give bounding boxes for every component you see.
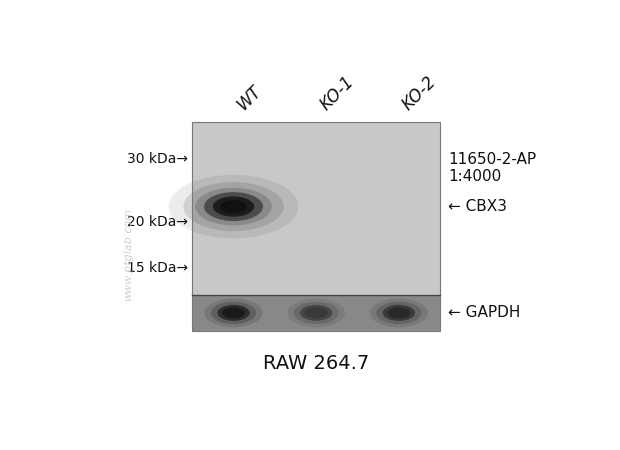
Text: WT: WT [234, 82, 265, 114]
Ellipse shape [388, 307, 410, 319]
Text: 20 kDa→: 20 kDa→ [127, 215, 188, 230]
Text: ← CBX3: ← CBX3 [448, 199, 507, 214]
Text: www.ptglab.com: www.ptglab.com [123, 207, 133, 301]
Text: 11650-2-AP: 11650-2-AP [448, 152, 536, 167]
Text: KO-2: KO-2 [399, 73, 440, 114]
Ellipse shape [204, 192, 263, 221]
Bar [192, 122, 440, 331]
Ellipse shape [222, 307, 245, 319]
Ellipse shape [218, 305, 250, 321]
Text: 30 kDa→: 30 kDa→ [127, 153, 188, 166]
Bar [192, 296, 440, 330]
Ellipse shape [220, 200, 247, 213]
Ellipse shape [213, 197, 254, 217]
Text: 15 kDa→: 15 kDa→ [127, 261, 188, 275]
Ellipse shape [370, 298, 428, 327]
Text: 1:4000: 1:4000 [448, 169, 501, 184]
Bar [192, 295, 440, 331]
Ellipse shape [383, 305, 415, 321]
Ellipse shape [294, 302, 339, 324]
Ellipse shape [184, 182, 283, 231]
Ellipse shape [195, 188, 272, 225]
Ellipse shape [300, 305, 332, 321]
Ellipse shape [376, 302, 422, 324]
Ellipse shape [169, 175, 298, 238]
Text: ← GAPDH: ← GAPDH [448, 306, 520, 320]
Ellipse shape [305, 307, 327, 319]
Ellipse shape [287, 298, 345, 327]
Text: KO-1: KO-1 [316, 73, 357, 114]
Ellipse shape [205, 298, 262, 327]
Text: RAW 264.7: RAW 264.7 [263, 354, 370, 374]
Ellipse shape [211, 302, 256, 324]
Bar [192, 122, 440, 295]
